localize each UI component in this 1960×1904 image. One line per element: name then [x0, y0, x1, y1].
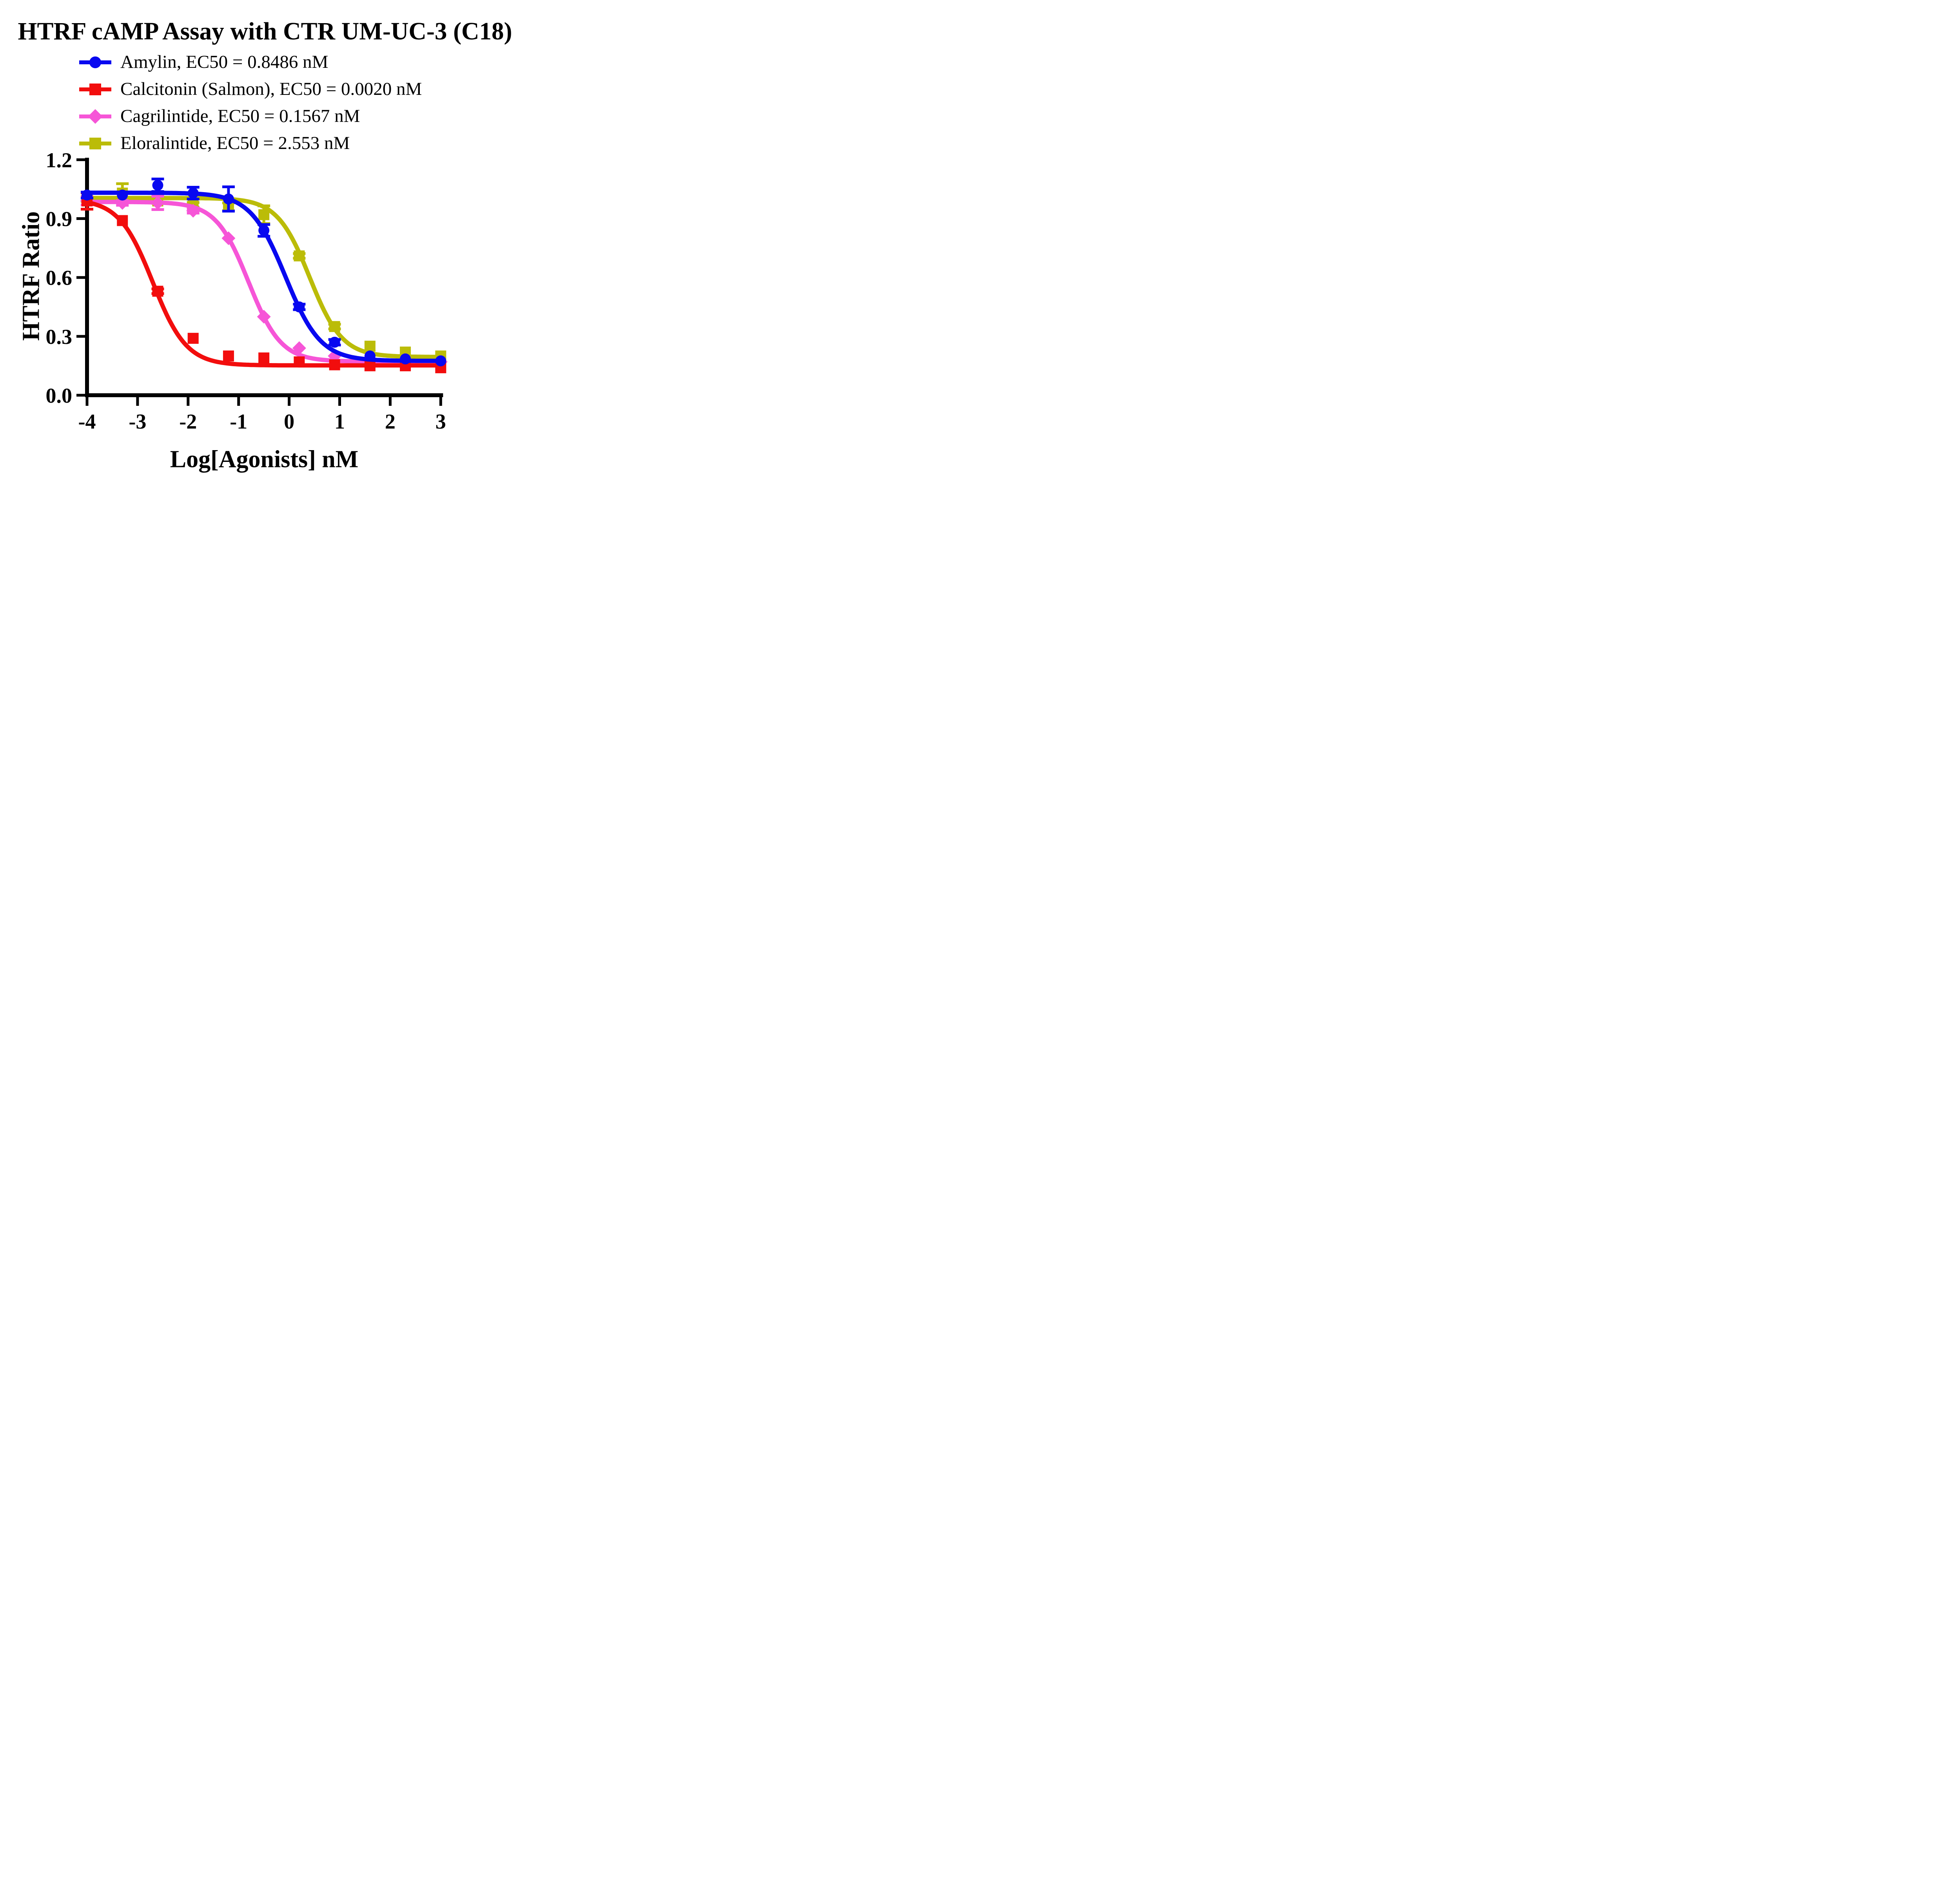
svg-text:-3: -3: [129, 410, 146, 433]
legend-label-eloralintide: Eloralintide, EC50 = 2.553 nM: [120, 133, 350, 153]
legend-label-cagrilintide: Cagrilintide, EC50 = 0.1567 nM: [120, 106, 360, 126]
svg-text:0.9: 0.9: [46, 207, 73, 231]
svg-text:0.6: 0.6: [46, 266, 73, 290]
legend-label-amylin: Amylin, EC50 = 0.8486 nM: [120, 52, 328, 72]
svg-text:-1: -1: [230, 410, 247, 433]
legend: Amylin, EC50 = 0.8486 nM Calcitonin (Sal…: [79, 49, 422, 157]
svg-text:-2: -2: [179, 410, 197, 433]
legend-item-cagrilintide: Cagrilintide, EC50 = 0.1567 nM: [79, 103, 422, 130]
legend-label-calcitonin: Calcitonin (Salmon), EC50 = 0.0020 nM: [120, 79, 422, 99]
chart-title: HTRF cAMP Assay with CTR UM-UC-3 (C18): [18, 17, 512, 45]
svg-text:0.3: 0.3: [46, 325, 73, 349]
amylin-circle-marker-icon: [79, 56, 111, 68]
legend-item-amylin: Amylin, EC50 = 0.8486 nM: [79, 49, 422, 76]
legend-item-calcitonin: Calcitonin (Salmon), EC50 = 0.0020 nM: [79, 76, 422, 103]
svg-text:2: 2: [385, 410, 396, 433]
plot-area: -4 -3 -2 -1 0 1 2 3 0.0 0.3 0.6 0.9 1.2: [46, 148, 448, 433]
svg-text:1: 1: [334, 410, 345, 433]
svg-text:-4: -4: [78, 410, 96, 433]
series-eloralintide: [81, 182, 446, 362]
calcitonin-square-marker-icon: [79, 83, 111, 95]
x-axis-label: Log[Agonists] nM: [170, 446, 359, 473]
legend-item-eloralintide: Eloralintide, EC50 = 2.553 nM: [79, 130, 422, 157]
series-calcitonin-salmon-: [81, 191, 446, 373]
chart-figure: HTRF cAMP Assay with CTR UM-UC-3 (C18) A…: [0, 0, 525, 476]
svg-text:1.2: 1.2: [46, 148, 73, 172]
cagrilintide-diamond-marker-icon: [79, 109, 111, 124]
eloralintide-square-marker-icon: [79, 137, 111, 149]
svg-text:3: 3: [436, 410, 446, 433]
svg-text:0.0: 0.0: [46, 384, 73, 407]
series-amylin: [81, 177, 446, 367]
svg-text:0: 0: [284, 410, 294, 433]
y-axis-label: HTRF Ratio: [18, 211, 45, 341]
